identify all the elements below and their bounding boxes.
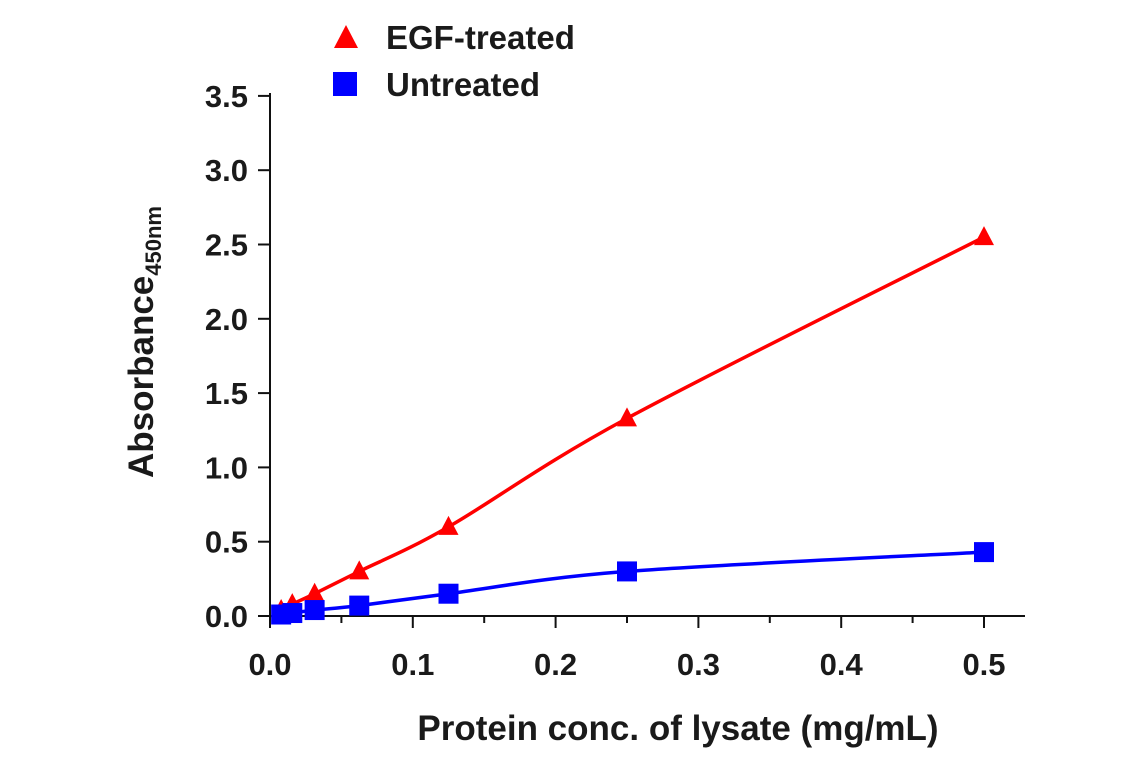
data-point-untreated-3 — [349, 595, 370, 616]
y-tick-label-2: 1.0 — [205, 450, 248, 485]
data-point-untreated-1 — [282, 603, 303, 624]
legend-label-untreated: Untreated — [386, 66, 540, 103]
y-axis-title-text: Absorbance450nm — [122, 206, 166, 478]
data-point-egf-treated-3 — [349, 560, 370, 580]
y-axis-title: Absorbance450nm — [122, 206, 166, 478]
x-axis-title: Protein conc. of lysate (mg/mL) — [417, 709, 938, 748]
y-tick-label-5: 2.5 — [205, 228, 248, 263]
y-axis-title-main: Absorbance — [122, 276, 161, 478]
y-tick-label-6: 3.0 — [205, 153, 248, 188]
x-tick-label-4: 0.4 — [820, 647, 864, 682]
y-tick-label-4: 2.0 — [205, 302, 248, 337]
legend-marker-untreated — [333, 72, 357, 96]
x-tick-label-5: 0.5 — [962, 647, 1005, 682]
legend: EGF-treated Untreated — [333, 19, 575, 103]
y-tick-label-3: 1.5 — [205, 376, 248, 411]
data-point-untreated-4 — [438, 583, 459, 604]
data-point-egf-treated-5 — [617, 407, 637, 427]
series-layer — [271, 226, 994, 625]
data-point-egf-treated-6 — [974, 226, 994, 246]
y-axis-ticks: 0.0 0.5 1.0 1.5 2.0 2.5 3.0 3.5 — [205, 79, 270, 634]
y-tick-label-0: 0.0 — [205, 599, 248, 634]
x-tick-label-3: 0.3 — [677, 647, 720, 682]
data-point-egf-treated-2 — [304, 582, 325, 602]
legend-marker-egf-treated — [334, 25, 358, 48]
y-axis-title-sub: 450nm — [141, 206, 166, 276]
y-tick-label-1: 0.5 — [205, 525, 248, 560]
x-tick-label-0: 0.0 — [248, 647, 291, 682]
data-point-egf-treated-4 — [438, 515, 459, 535]
legend-label-egf-treated: EGF-treated — [386, 19, 575, 56]
data-point-untreated-5 — [617, 561, 637, 582]
x-tick-label-2: 0.2 — [534, 647, 577, 682]
data-point-untreated-6 — [974, 542, 994, 563]
data-point-untreated-2 — [304, 600, 325, 621]
x-axis-ticks: 0.0 0.1 0.2 0.3 0.4 0.5 — [248, 616, 1006, 682]
x-tick-label-1: 0.1 — [391, 647, 434, 682]
y-tick-label-7: 3.5 — [205, 79, 248, 114]
